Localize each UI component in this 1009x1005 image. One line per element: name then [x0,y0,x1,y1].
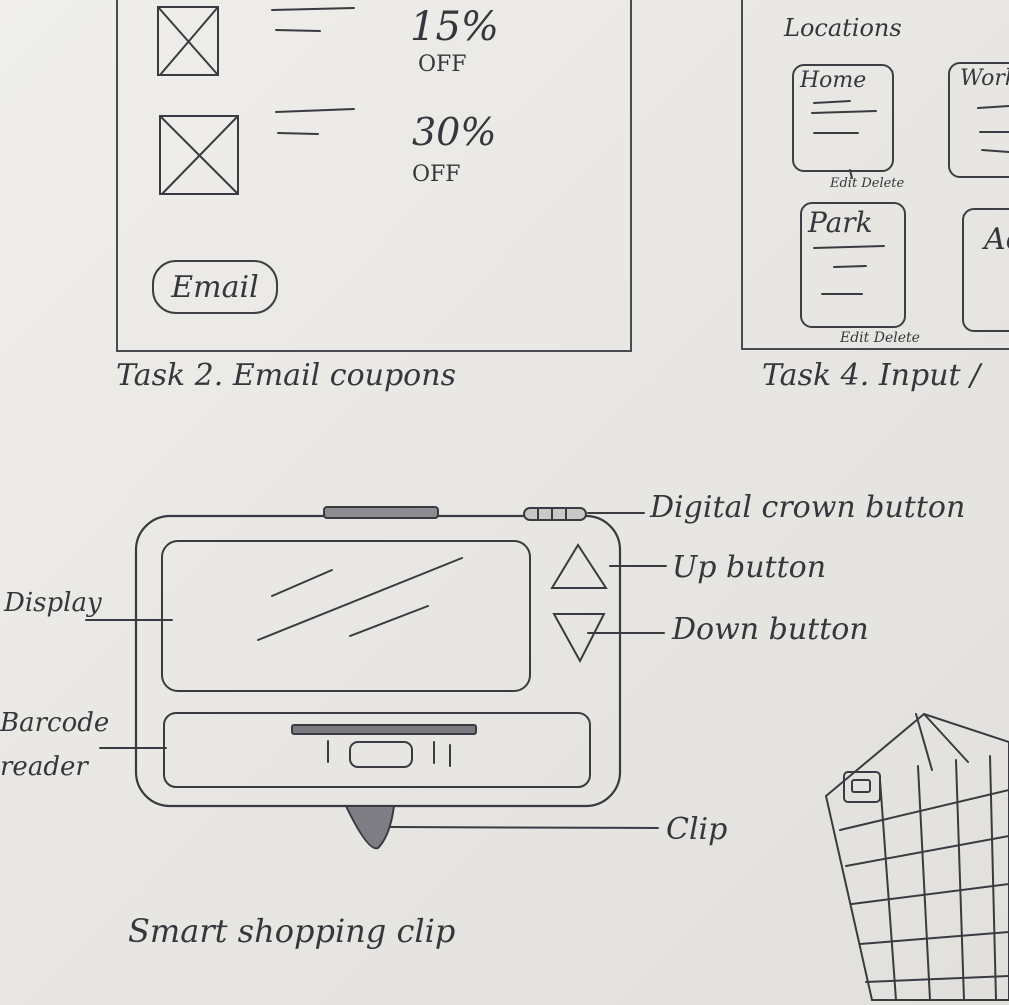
location-card-home[interactable]: Home [792,64,894,172]
label-barcode-line2: reader [0,752,88,782]
locations-heading: Locations [784,14,902,42]
email-button-label: Email [171,269,259,305]
task2-wireframe [116,0,632,352]
basket-sketch [824,712,1009,1001]
label-digital-crown: Digital crown button [650,490,966,525]
device-caption: Smart shopping clip [128,912,456,950]
coupon-1-percent: 15% [410,4,499,50]
up-triangle [550,543,608,589]
location-card-work[interactable]: Work [948,62,1009,178]
task4-caption: Task 4. Input / [762,358,981,393]
coupon-2-percent: 30% [412,110,497,154]
location-card-title: Park [808,206,873,239]
location-card-title: Work [960,66,1009,91]
location-card-title: Home [800,68,867,93]
label-up-button: Up button [672,550,827,585]
down-triangle [552,613,606,664]
display-screen [161,540,531,692]
location-card-title: Ac [984,222,1009,257]
location-card-actions[interactable]: Edit Delete [830,176,905,191]
coupon-image-2 [159,115,239,195]
label-clip: Clip [666,812,728,847]
crown-bar [323,506,439,519]
label-down-button: Down button [672,612,869,647]
label-barcode-line1: Barcode [0,708,110,738]
coupon-2-off: OFF [412,162,461,187]
location-card-actions[interactable]: Edit Delete [840,330,920,346]
clip-shape [344,805,396,850]
label-display: Display [4,588,102,618]
barcode-reader [163,712,591,788]
email-button[interactable]: Email [152,260,278,314]
coupon-1-off: OFF [418,52,467,77]
location-card-add[interactable]: Ac [962,208,1009,332]
task2-caption: Task 2. Email coupons [116,358,456,393]
coupon-image-1 [157,6,219,76]
basket-clip-device [843,771,881,803]
digital-crown [523,507,587,521]
device-body [134,514,622,808]
location-card-park[interactable]: Park [800,202,906,328]
